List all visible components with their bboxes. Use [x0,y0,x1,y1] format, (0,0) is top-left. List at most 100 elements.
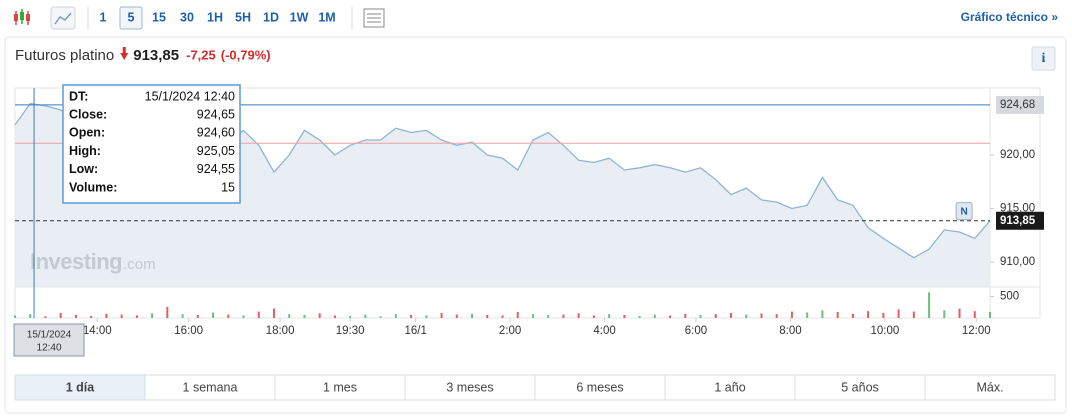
toolbar: Gráfico técnico » [14,6,1058,30]
y-tick-label: 920,00 [1000,149,1035,161]
tooltip-value: 15 [221,180,235,194]
volume-bar [135,315,138,318]
volume-bar [14,315,16,318]
volume-bar [257,311,260,318]
range-button[interactable] [924,374,1056,401]
volume-bar [288,314,291,318]
info-button[interactable] [1031,46,1056,71]
x-tick-label: 6:00 [685,325,707,337]
info-icon[interactable]: i [1042,51,1046,66]
change: -7,25 [186,47,216,62]
crosshair-date: 15/1/2024 [27,330,72,341]
last-price-label: 913,85 [1000,215,1036,227]
volume-bar [196,315,199,318]
interval-button[interactable]: 1D [263,10,279,24]
interval-button[interactable]: 5H [235,10,251,24]
tooltip-key: Open: [69,126,105,140]
tooltip-value: 15/1/2024 12:40 [145,89,235,103]
instrument-name: Futuros platino [15,47,114,64]
tooltip [62,84,241,204]
interval-button[interactable]: 30 [180,10,194,24]
news-marker[interactable] [955,202,973,221]
interval-button[interactable]: 5 [128,10,135,24]
volume-bar [623,315,626,318]
volume-bar [730,312,733,318]
crosshair-date-box [13,323,85,357]
range-button[interactable] [14,374,146,401]
range-label[interactable]: 1 día [66,380,96,394]
volume-bar [364,314,367,318]
volume-bar [928,292,931,318]
volume-bar [790,311,793,318]
volume-bar [242,315,245,318]
range-label[interactable]: 1 semana [183,380,238,394]
last-price-box [996,211,1044,230]
tooltip-value: 925,05 [197,144,235,158]
card [4,36,1067,414]
y2-tick-label: 500 [1000,291,1019,303]
down-arrow [120,47,129,60]
interval-button[interactable]: 1W [290,10,309,24]
volume-bar [836,312,839,318]
volume-bar [471,313,474,318]
volume-bar [669,315,672,318]
volume-bar [714,314,717,318]
range-button[interactable] [794,374,926,401]
x-tick-label: 19:30 [336,325,365,337]
settings-icon[interactable] [363,8,385,28]
range-label[interactable]: 1 mes [323,380,357,394]
volume-bar [547,315,550,318]
chart: Investing .com 920,00 915,00 910,00 500 14:00 1… [13,84,1044,357]
volume-bar [912,311,915,318]
tooltip-key: Low: [69,162,98,176]
interval-active[interactable] [119,6,143,30]
volume-bar [272,308,275,318]
volume-bar [227,314,230,318]
technical-chart-link[interactable]: Gráfico técnico » [961,10,1059,24]
range-label[interactable]: 1 año [714,380,745,394]
volume-bar [455,314,458,318]
range-button[interactable] [404,374,536,401]
interval-button[interactable]: 15 [152,10,166,24]
range-label[interactable]: 6 meses [576,380,623,394]
volume-bar [684,313,687,318]
volume-bar [608,314,611,318]
range-label[interactable]: 5 años [841,380,879,394]
news-label: N [960,206,967,217]
volume-bar [333,315,336,318]
x-tick-label: 8:00 [779,325,801,337]
x-tick-label: 2:00 [499,325,521,337]
range-button[interactable] [664,374,796,401]
crosshair-price-label: 924,68 [1000,99,1035,111]
range-button[interactable] [274,374,406,401]
volume-bar [821,310,824,318]
volume-bar [592,315,595,318]
interval-button[interactable]: 1M [318,10,335,24]
volume-bar [486,315,489,318]
range-label[interactable]: 3 meses [446,380,493,394]
price: 913,85 [133,47,179,64]
x-tick-label: 14:00 [83,325,112,337]
volume-bar [349,315,352,318]
interval-button[interactable]: 1 [100,10,107,24]
volume-bar [181,314,184,318]
x-tick-label: 10:00 [870,325,899,337]
volume-bar [303,315,306,318]
volume-bar [212,312,215,318]
volume-bar [958,308,961,318]
volume-bar [410,315,413,318]
volume-bar [59,312,62,318]
volume-bar [379,316,382,318]
interval-button[interactable]: 1H [207,10,223,24]
tooltip-key: DT: [69,89,88,103]
x-tick-label: 16:00 [174,325,203,337]
volume-bar [577,313,580,318]
volume-bar [806,312,809,318]
range-label[interactable]: Máx. [976,380,1003,394]
price-area [15,103,990,287]
volume-bar [90,315,93,318]
tooltip-value: 924,55 [197,162,235,176]
candlestick-icon[interactable] [14,9,30,25]
tooltip-key: High: [69,144,101,158]
